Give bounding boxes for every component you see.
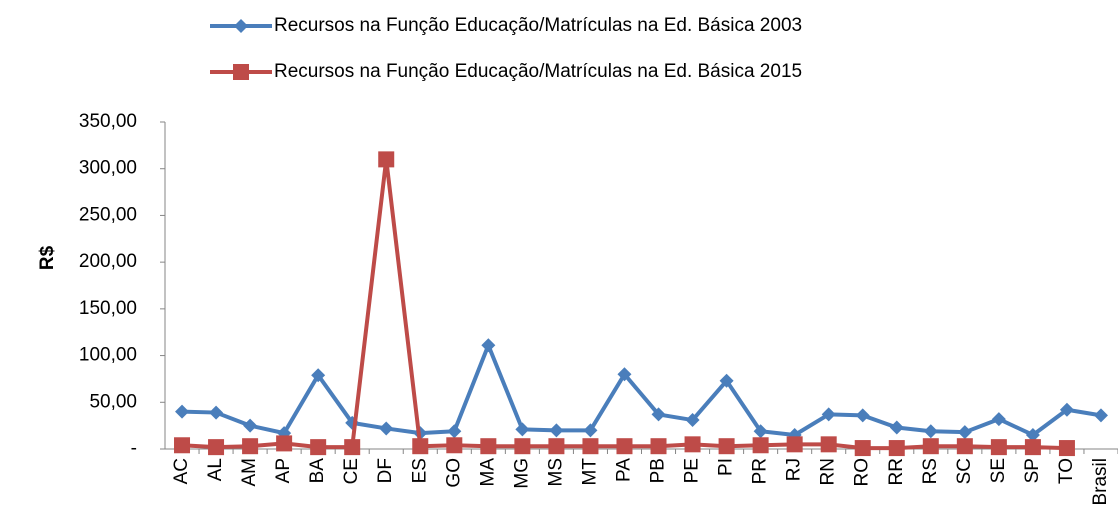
data-point (208, 439, 225, 456)
y-tick-label: 100,00 (79, 345, 137, 366)
data-point (922, 438, 939, 455)
x-tick-label: RO (852, 458, 873, 487)
y-tick-label: 250,00 (79, 204, 137, 225)
data-point (310, 439, 327, 456)
legend-label: Recursos na Função Educação/Matrículas n… (274, 15, 802, 36)
data-point (753, 424, 768, 439)
x-tick-label: RS (920, 458, 941, 484)
x-tick-label: CE (341, 458, 362, 484)
x-tick-label: AC (171, 458, 192, 484)
x-tick-label: TO (1056, 458, 1077, 484)
x-tick-label: RJ (784, 458, 805, 481)
data-point (344, 439, 361, 456)
x-tick-label: AL (205, 458, 226, 481)
y-tick-label: 350,00 (79, 111, 137, 132)
data-point (549, 423, 564, 438)
data-point (718, 438, 735, 455)
data-point (854, 440, 871, 457)
x-tick-label: SC (954, 458, 975, 484)
data-point (412, 438, 429, 455)
x-tick-label: SE (988, 458, 1009, 483)
data-point (583, 423, 598, 438)
y-axis-label: R$ (37, 245, 58, 270)
data-point (242, 438, 259, 455)
data-point (548, 438, 565, 455)
x-tick-label: SP (1022, 458, 1043, 483)
data-point (1059, 402, 1074, 417)
data-point (956, 438, 973, 455)
series-line (181, 343, 1102, 437)
data-point (582, 438, 599, 455)
data-point (684, 436, 701, 453)
legend-marker (233, 64, 249, 80)
data-point (209, 405, 224, 420)
data-point (991, 412, 1006, 427)
x-tick-label: AM (239, 458, 260, 487)
x-tick-label: MS (545, 458, 566, 487)
x-tick-label: MT (579, 458, 600, 486)
data-point (378, 151, 395, 168)
data-point (447, 424, 462, 439)
series-line (181, 157, 1068, 451)
data-point (821, 407, 836, 422)
data-point (379, 421, 394, 436)
y-tick-label: 150,00 (79, 298, 137, 319)
x-tick-label: GO (443, 458, 464, 488)
x-tick-label: AP (273, 458, 294, 483)
data-point (888, 440, 905, 457)
data-point (1025, 427, 1040, 442)
data-point (446, 437, 463, 454)
x-tick-label: ES (409, 458, 430, 483)
x-tick-label: RN (818, 458, 839, 485)
legend-marker (234, 19, 248, 33)
data-point (786, 436, 803, 453)
data-point (719, 373, 734, 388)
x-tick-label: RR (886, 458, 907, 485)
x-tick-label: PB (648, 458, 669, 483)
data-point (175, 404, 190, 419)
y-tick-label: 50,00 (89, 391, 137, 412)
data-point (685, 413, 700, 428)
data-point (174, 437, 191, 454)
data-point (855, 408, 870, 423)
x-tick-label: DF (375, 458, 396, 483)
data-point (481, 338, 496, 353)
data-point (923, 424, 938, 439)
data-point (480, 438, 497, 455)
x-tick-label: MA (477, 458, 498, 487)
data-point (651, 407, 666, 422)
legend-label: Recursos na Função Educação/Matrículas n… (274, 61, 802, 82)
data-point (515, 422, 530, 437)
data-point (820, 436, 837, 453)
x-tick-label: MG (511, 458, 532, 489)
x-tick-label: PE (682, 458, 703, 483)
data-point (1058, 440, 1075, 457)
data-point (990, 439, 1007, 456)
data-point (243, 418, 258, 433)
data-point (311, 368, 326, 383)
data-point (752, 437, 769, 454)
data-point (514, 438, 531, 455)
y-tick-label: 300,00 (79, 158, 137, 179)
data-point (276, 435, 293, 452)
data-point (650, 438, 667, 455)
x-tick-label: BA (307, 458, 328, 484)
x-tick-label: PI (716, 458, 737, 476)
x-tick-label: PA (613, 458, 634, 482)
data-point (617, 367, 632, 382)
x-tick-label: PR (750, 458, 771, 484)
data-point (1024, 439, 1041, 456)
data-point (889, 420, 904, 435)
y-tick-label: 200,00 (79, 251, 137, 272)
data-point (957, 425, 972, 440)
data-point (616, 438, 633, 455)
x-tick-label: Brasil (1090, 458, 1111, 506)
y-tick-label: - (131, 438, 137, 459)
data-point (1093, 408, 1108, 423)
